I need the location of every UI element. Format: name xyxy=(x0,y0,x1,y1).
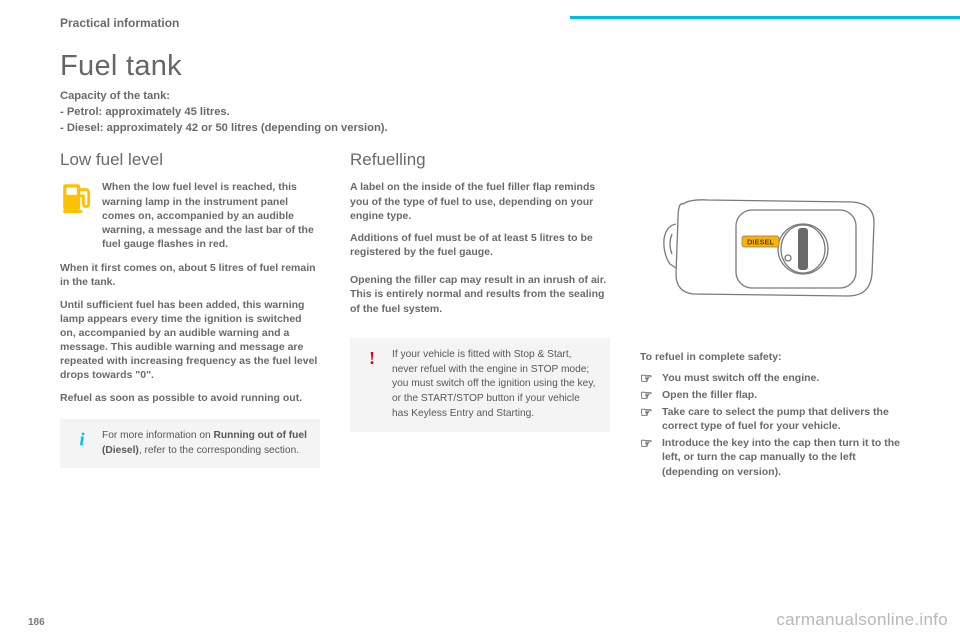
arrow-icon: ☞ xyxy=(640,371,654,385)
refuel-step: ☞Introduce the key into the cap then tur… xyxy=(640,436,900,479)
info-callout: i For more information on Running out of… xyxy=(60,419,320,469)
low-fuel-p: When it first comes on, about 5 litres o… xyxy=(60,261,320,289)
col-low-fuel: Low fuel level When the low fuel level i… xyxy=(60,150,320,481)
page-title: Fuel tank xyxy=(60,50,900,83)
warn-callout: ! If your vehicle is fitted with Stop & … xyxy=(350,338,610,432)
low-fuel-heading: Low fuel level xyxy=(60,150,320,170)
capacity-item: Diesel: approximately 42 or 50 litres (d… xyxy=(60,121,900,137)
refuel-step: ☞ You must switch off the engine. xyxy=(640,371,900,385)
refuelling-body: A label on the inside of the fuel filler… xyxy=(350,180,610,259)
refuel-step-text: Take care to select the pump that delive… xyxy=(662,405,900,433)
capacity-item: Petrol: approximately 45 litres. xyxy=(60,105,900,121)
refuel-step-text: Open the filler flap. xyxy=(662,388,757,402)
svg-text:!: ! xyxy=(369,349,375,367)
page-content: Practical information Fuel tank Capacity… xyxy=(60,16,900,482)
section-label: Practical information xyxy=(60,16,900,30)
col-right: DIESEL To refuel in complete safety: ☞ Yo… xyxy=(640,150,900,481)
capacity-list: Petrol: approximately 45 litres. Diesel:… xyxy=(60,105,900,136)
refuel-step: ☞ Open the filler flap. xyxy=(640,388,900,402)
diesel-label: DIESEL xyxy=(747,238,775,247)
capacity-intro: Capacity of the tank: xyxy=(60,90,900,102)
warning-icon: ! xyxy=(362,348,382,368)
refuelling-body2: Opening the filler cap may result in an … xyxy=(350,273,610,316)
arrow-icon: ☞ xyxy=(640,388,654,402)
watermark: carmanualsonline.info xyxy=(776,610,948,630)
svg-text:i: i xyxy=(79,430,84,448)
fuel-pump-icon xyxy=(60,180,94,214)
refuel-step: ☞ Take care to select the pump that deliv… xyxy=(640,405,900,433)
refuelling-heading: Refuelling xyxy=(350,150,610,170)
info-text-post: , refer to the corresponding section. xyxy=(139,445,299,456)
refuelling-p2: Opening the filler cap may result in an … xyxy=(350,273,610,316)
low-fuel-body: When it first comes on, about 5 litres o… xyxy=(60,261,320,405)
low-fuel-icon-text: When the low fuel level is reached, this… xyxy=(102,180,320,251)
low-fuel-p: Until sufficient fuel has been added, th… xyxy=(60,298,320,383)
arrow-icon: ☞ xyxy=(640,405,654,433)
col-refuelling: Refuelling A label on the inside of the … xyxy=(350,150,610,481)
arrow-icon: ☞ xyxy=(640,436,654,479)
refuel-step-text: Introduce the key into the cap then turn… xyxy=(662,436,900,479)
low-fuel-p: Refuel as soon as possible to avoid runn… xyxy=(60,391,320,405)
right-intro: To refuel in complete safety: xyxy=(640,350,900,364)
refuelling-p: A label on the inside of the fuel filler… xyxy=(350,180,610,223)
info-text-pre: For more information on xyxy=(102,430,214,441)
refuel-steps: ☞ You must switch off the engine. ☞ Open t… xyxy=(640,371,900,479)
refuel-step-text: You must switch off the engine. xyxy=(662,371,819,385)
filler-flap-diagram: DIESEL xyxy=(648,184,898,314)
refuelling-p: Additions of fuel must be of at least 5 … xyxy=(350,231,610,259)
info-icon: i xyxy=(72,429,92,449)
page-number: 186 xyxy=(28,617,45,628)
info-callout-text: For more information on Running out of f… xyxy=(102,429,308,459)
warn-callout-text: If your vehicle is fitted with Stop & St… xyxy=(392,348,598,422)
